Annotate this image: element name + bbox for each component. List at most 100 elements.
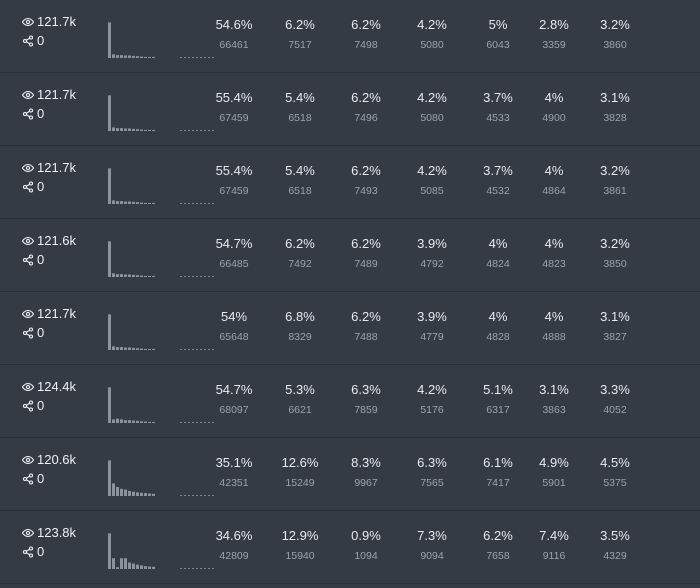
- table-row: 120.6k 0 35.1% 42351 12.6% 15249 8.3% 9967 6.3% 7…: [0, 438, 700, 511]
- sparkline-bar: [140, 492, 143, 496]
- metric-count: 4779: [420, 331, 444, 343]
- sparkline-bar: [144, 421, 147, 423]
- sparkline-bar: [124, 201, 127, 204]
- sparkline-bar: [120, 274, 123, 277]
- sparkline-bar: [136, 275, 139, 277]
- metric-percent: 6.2%: [351, 309, 381, 324]
- distribution-sparkline: [108, 22, 216, 58]
- metric-percent: 4%: [544, 236, 564, 251]
- metric-percent: 4.2%: [417, 163, 447, 178]
- metric-percent: 4.5%: [600, 455, 630, 470]
- sparkline-bar: [144, 566, 147, 569]
- metric-count: 9116: [542, 550, 566, 562]
- metric-percent: 6.2%: [285, 17, 315, 32]
- sparkline-bar: [148, 348, 151, 350]
- metric-cell: 6.2% 7488: [336, 308, 396, 344]
- sparkline-bar: [140, 421, 143, 423]
- metric-percent: 7.4%: [539, 528, 569, 543]
- sparkline-bar: [132, 491, 135, 496]
- sparkline-bar: [140, 348, 143, 350]
- sparkline-bar: [140, 565, 143, 569]
- sparkline-bar: [152, 129, 155, 131]
- metric-cell: 7.4% 9116: [524, 527, 584, 563]
- sparkline-bar: [144, 275, 147, 277]
- metric-percent: 3.2%: [600, 163, 630, 178]
- sparkline-bar: [128, 55, 131, 58]
- sparkline-bar: [132, 347, 135, 350]
- metric-count: 4329: [603, 550, 627, 562]
- sparkline-bar: [124, 420, 127, 423]
- sparkline-bar: [116, 418, 119, 423]
- views-stat: 123.8k: [22, 525, 76, 540]
- shares-stat: 0: [22, 471, 44, 486]
- shares-stat: 0: [22, 398, 44, 413]
- metric-cell: 54% 65648: [204, 308, 264, 344]
- sparkline-bar: [120, 347, 123, 350]
- metric-percent: 6.2%: [351, 17, 381, 32]
- metric-count: 7417: [486, 477, 510, 489]
- sparkline-bar: [108, 387, 111, 423]
- metric-cell: 6.2% 7498: [336, 16, 396, 52]
- sparkline-bar: [152, 493, 155, 496]
- sparkline-bar: [148, 566, 151, 569]
- metric-count: 1094: [354, 550, 378, 562]
- metric-cell: 6.2% 7492: [270, 235, 330, 271]
- metric-count: 7498: [354, 39, 378, 51]
- sparkline-bar: [120, 558, 123, 569]
- metric-cell: 6.2% 7658: [468, 527, 528, 563]
- metric-percent: 4%: [544, 90, 564, 105]
- sparkline-bar: [152, 566, 155, 569]
- sparkline-bar: [136, 348, 139, 350]
- metric-percent: 8.3%: [351, 455, 381, 470]
- metric-percent: 5%: [488, 17, 508, 32]
- metric-cell: 4.5% 5375: [585, 454, 645, 490]
- shares-count: 0: [37, 471, 45, 486]
- metric-percent: 5.1%: [483, 382, 513, 397]
- metric-percent: 0.9%: [351, 528, 381, 543]
- metric-count: 5080: [420, 39, 444, 51]
- metric-cell: 3.1% 3828: [585, 89, 645, 125]
- metric-count: 7488: [354, 331, 378, 343]
- metric-cell: 3.1% 3827: [585, 308, 645, 344]
- metric-count: 42809: [219, 550, 249, 562]
- metric-percent: 34.6%: [215, 528, 253, 543]
- table-row: 121.6k 0 54.7% 66485 6.2% 7492 6.2% 7489 3.9% 479…: [0, 219, 700, 292]
- metric-cell: 5.4% 6518: [270, 162, 330, 198]
- metric-count: 3828: [603, 112, 627, 124]
- shares-stat: 0: [22, 325, 44, 340]
- eye-icon: [22, 235, 34, 247]
- metric-count: 68097: [219, 404, 249, 416]
- shares-stat: 0: [22, 544, 44, 559]
- shares-count: 0: [37, 325, 45, 340]
- views-count: 121.7k: [37, 160, 77, 175]
- sparkline-bar: [140, 129, 143, 131]
- table-row: 121.7k 0 54% 65648 6.8% 8329 6.2% 7488 3.9% 4779 4…: [0, 292, 700, 365]
- sparkline-bar: [108, 22, 111, 58]
- sparkline-bar: [112, 483, 115, 496]
- metric-percent: 55.4%: [215, 90, 253, 105]
- views-count: 120.6k: [37, 452, 77, 467]
- metric-cell: 3.5% 4329: [585, 527, 645, 563]
- views-count: 121.7k: [37, 306, 77, 321]
- metric-cell: 6.3% 7565: [402, 454, 462, 490]
- sparkline-bar: [144, 202, 147, 204]
- metric-count: 5375: [603, 477, 627, 489]
- sparkline-bar: [148, 275, 151, 277]
- shares-stat: 0: [22, 179, 44, 194]
- metric-percent: 6.3%: [417, 455, 447, 470]
- metric-percent: 2.8%: [539, 17, 569, 32]
- sparkline-bar: [124, 558, 127, 569]
- metric-cell: 3.1% 3863: [524, 381, 584, 417]
- eye-icon: [22, 89, 34, 101]
- metric-count: 4792: [420, 258, 444, 270]
- metric-percent: 4.9%: [539, 455, 569, 470]
- sparkline-bar: [128, 274, 131, 277]
- distribution-sparkline: [108, 95, 216, 131]
- metric-percent: 5.4%: [285, 90, 315, 105]
- metric-count: 4900: [542, 112, 566, 124]
- metric-cell: 6.2% 7496: [336, 89, 396, 125]
- metric-cell: 55.4% 67459: [204, 162, 264, 198]
- views-count: 121.7k: [37, 14, 77, 29]
- metric-count: 67459: [219, 185, 249, 197]
- sparkline-bar: [112, 273, 115, 277]
